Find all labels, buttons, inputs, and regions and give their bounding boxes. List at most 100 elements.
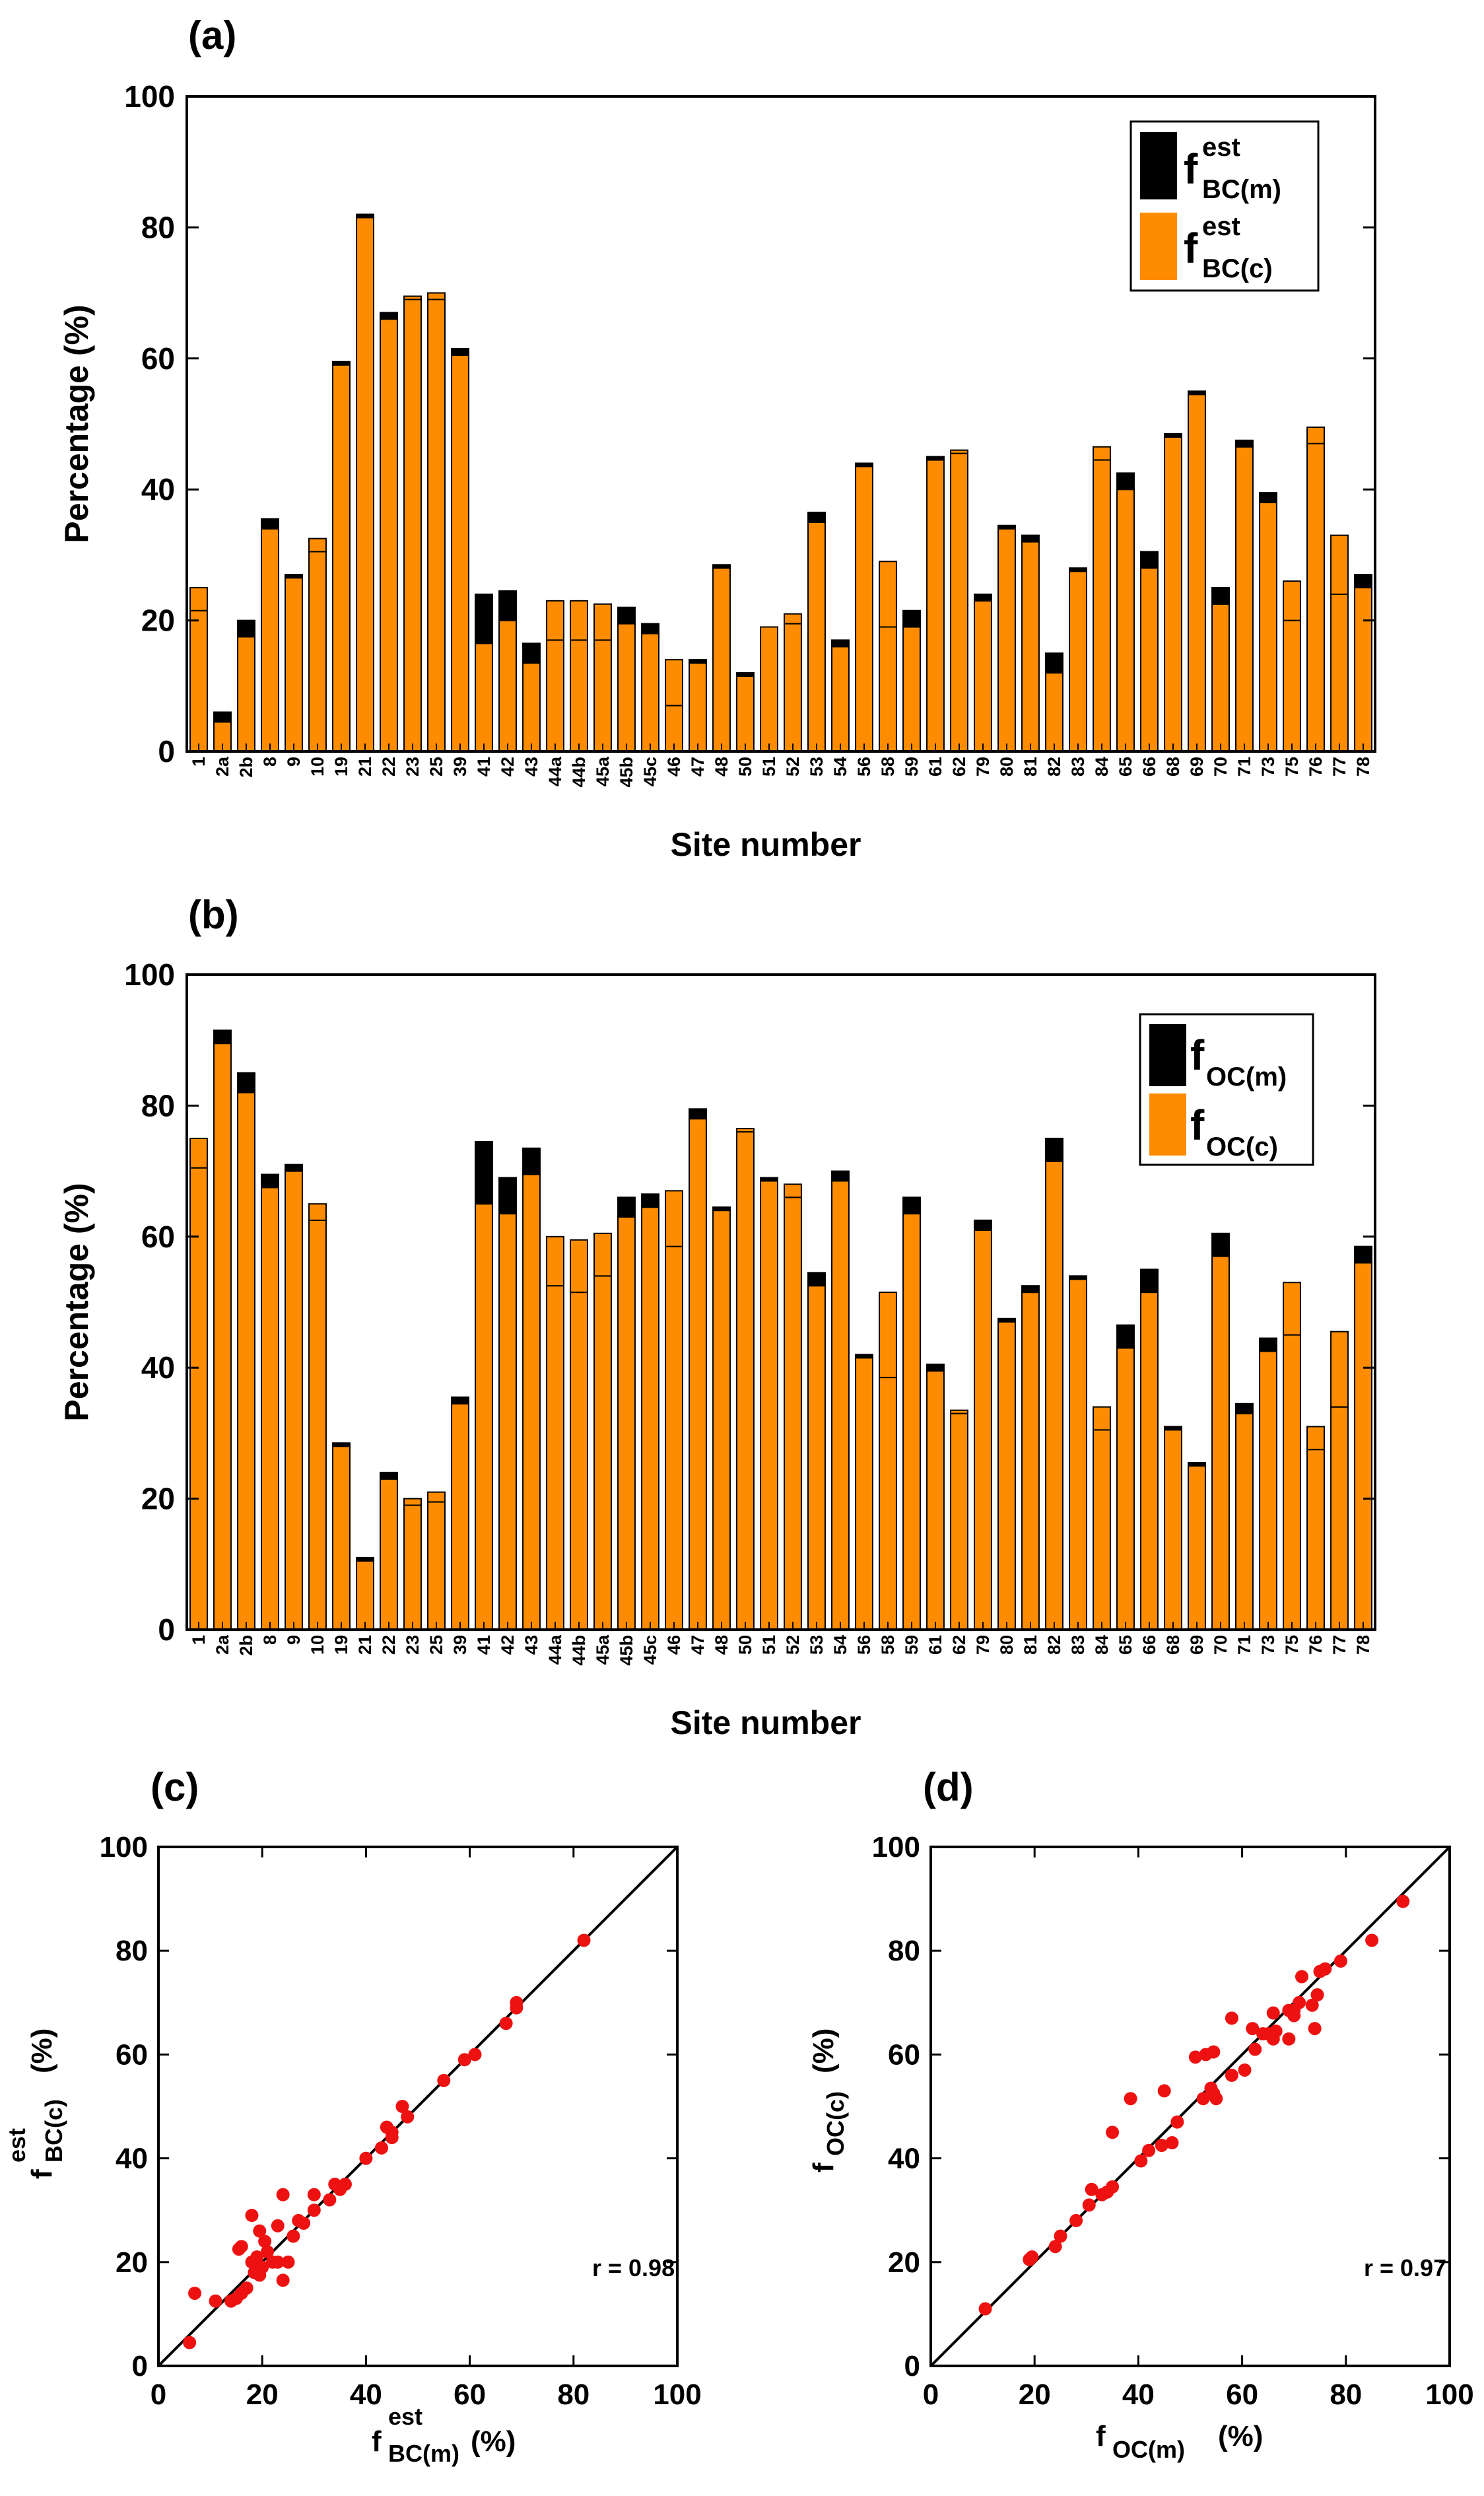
y-tick-label-a: 60 [141, 341, 175, 376]
bar-b-45c-base [641, 1206, 659, 1631]
scatter-point-d-27 [1225, 2068, 1238, 2082]
x-tick-b-48: 48 [712, 1635, 731, 1655]
x-tick-label-d: 40 [1122, 2378, 1155, 2411]
bar-a-69-base [1188, 394, 1206, 752]
bar-b-21-top [356, 1556, 374, 1562]
x-tick-b-45b: 45b [617, 1635, 636, 1666]
bar-b-23-top [403, 1498, 422, 1506]
bar-b-58-top [879, 1292, 897, 1379]
bar-b-66-base [1140, 1292, 1159, 1630]
x-tick-a-70: 70 [1211, 757, 1231, 777]
bar-b-65-base [1116, 1347, 1135, 1630]
bar-b-53-base [807, 1285, 826, 1630]
panel-b-y-ticks: 0 20 40 60 80 100 [124, 957, 1375, 1647]
scatter-point-d-7 [1085, 2182, 1098, 2196]
scatter-point-d-13 [1134, 2154, 1148, 2168]
bar-b-43-top [522, 1147, 541, 1175]
x-tick-a-52: 52 [783, 757, 803, 777]
bar-a-8-top [261, 518, 279, 530]
bar-b-10-base [308, 1220, 327, 1630]
bar-a-81-base [1021, 541, 1040, 752]
x-tick-b-46: 46 [664, 1635, 684, 1655]
x-tick-a-82: 82 [1044, 757, 1064, 777]
bar-a-41-top [475, 593, 493, 644]
scatter-point-c-32 [338, 2177, 352, 2191]
bar-a-59-top [902, 609, 921, 628]
x-tick-b-19: 19 [331, 1635, 351, 1655]
x-tick-a-78: 78 [1353, 757, 1373, 777]
bar-a-52-top [784, 613, 802, 625]
scatter-point-d-12 [1124, 2092, 1137, 2106]
bar-a-1-top [189, 587, 208, 611]
scatter-point-c-8 [240, 2281, 253, 2295]
x-tick-a-56: 56 [854, 757, 874, 777]
bar-b-62-base [950, 1412, 968, 1630]
bar-a-78-base [1354, 587, 1372, 752]
bar-a-82-top [1045, 652, 1063, 674]
x-tick-a-47: 47 [688, 757, 708, 777]
scatter-point-c-37 [385, 2126, 399, 2139]
x-tick-b-75: 75 [1282, 1635, 1302, 1655]
panel-b-legend-swatch-measured [1149, 1024, 1186, 1086]
x-tick-a-69: 69 [1187, 757, 1207, 777]
panel-d-ylabel-unit: (%) [807, 2028, 840, 2073]
scatter-point-d-14 [1142, 2143, 1156, 2157]
panel-c-ylabel-sup: est [3, 2128, 30, 2163]
scatter-point-c-39 [401, 2110, 415, 2124]
bar-a-52-base [784, 623, 802, 752]
bar-b-42-base [498, 1213, 517, 1630]
bar-b-50-top [736, 1128, 755, 1133]
bar-b-45b-base [617, 1216, 636, 1631]
bar-b-53-top [807, 1272, 826, 1287]
bar-a-39-top [451, 347, 469, 356]
x-tick-b-51: 51 [759, 1635, 779, 1655]
y-tick-label-b: 20 [141, 1482, 175, 1516]
panel-d-frame [929, 1846, 1451, 2367]
bar-b-77-top [1330, 1331, 1349, 1408]
y-tick-label-b: 40 [141, 1350, 175, 1385]
panel-c-x-axis-title: f est BC(m) (%) [372, 2403, 516, 2467]
bar-a-70-base [1211, 603, 1230, 752]
bar-b-44b-base [570, 1292, 588, 1630]
bar-a-9-base [285, 577, 303, 752]
bar-b-25-top [427, 1491, 446, 1503]
bar-b-71-top [1235, 1403, 1254, 1414]
scatter-point-d-35 [1269, 2025, 1283, 2038]
bar-b-45b-top [617, 1196, 636, 1218]
x-tick-a-51: 51 [759, 757, 779, 777]
scatter-point-d-41 [1295, 1970, 1308, 1984]
x-tick-b-61: 61 [926, 1635, 945, 1655]
bar-a-45c-top [641, 623, 659, 635]
bar-a-10-top [308, 537, 327, 553]
x-tick-b-81: 81 [1021, 1635, 1040, 1655]
bar-a-76-top [1306, 426, 1325, 444]
x-tick-a-39: 39 [450, 757, 470, 777]
bar-a-48-top [712, 564, 731, 569]
scatter-point-c-46 [577, 1933, 591, 1947]
x-tick-b-10: 10 [308, 1635, 327, 1655]
bar-b-76-top [1306, 1426, 1325, 1451]
x-tick-a-9: 9 [284, 757, 304, 767]
bar-a-44a-top [546, 600, 564, 641]
bar-a-22-top [380, 312, 398, 320]
panel-b-frame [186, 973, 1376, 1631]
bar-a-50-top [736, 672, 755, 677]
bar-a-75-top [1283, 580, 1301, 621]
panel-b-legend-sub-measured: OC(m) [1206, 1062, 1287, 1092]
x-tick-b-52: 52 [783, 1635, 803, 1655]
x-tick-b-25: 25 [426, 1635, 446, 1655]
bar-a-39-base [451, 354, 469, 752]
x-tick-b-43: 43 [522, 1635, 541, 1655]
scatter-point-c-13 [253, 2224, 267, 2238]
bar-a-82-base [1045, 672, 1063, 753]
scatter-point-d-30 [1248, 2042, 1262, 2056]
bar-b-41-top [475, 1140, 493, 1205]
bar-b-84-base [1093, 1429, 1111, 1630]
x-tick-a-75: 75 [1282, 757, 1302, 777]
bar-b-56-base [855, 1357, 873, 1631]
bar-a-79-top [974, 593, 992, 602]
bar-a-25-top [427, 292, 446, 300]
x-tick-a-54: 54 [830, 757, 850, 777]
scatter-point-d-42 [1305, 1998, 1319, 2012]
panel-d-xlabel-sub: OC(m) [1112, 2436, 1185, 2463]
